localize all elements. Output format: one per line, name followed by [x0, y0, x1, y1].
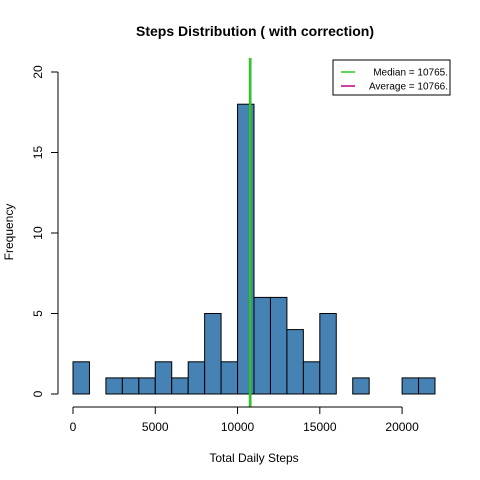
histogram-bar [353, 378, 369, 394]
histogram-bar [287, 330, 303, 394]
y-tick-label: 20 [31, 65, 45, 79]
histogram-bar [122, 378, 138, 394]
x-tick-label: 15000 [303, 420, 337, 434]
histogram-bar [139, 378, 155, 394]
legend-label: Average = 10766. [369, 82, 448, 93]
y-tick-label: 5 [31, 310, 45, 317]
histogram-bar [172, 378, 188, 394]
legend-label: Median = 10765. [373, 68, 448, 79]
histogram-bar [73, 362, 89, 394]
x-tick-label: 10000 [221, 420, 255, 434]
x-axis: 0 5000 10000 15000 20000 [70, 407, 419, 434]
x-tick-label: 5000 [142, 420, 169, 434]
y-tick-label: 0 [31, 390, 45, 397]
histogram-bar [155, 362, 171, 394]
y-tick-label: 10 [31, 226, 45, 240]
x-tick-label: 20000 [385, 420, 419, 434]
y-axis-label: Frequency [2, 204, 16, 261]
x-axis-label: Total Daily Steps [209, 451, 298, 465]
histogram-bar [221, 362, 237, 394]
legend: Median = 10765. Average = 10766. [333, 60, 450, 95]
histogram-bar [402, 378, 418, 394]
histogram-bar [106, 378, 122, 394]
histogram-bar [205, 314, 221, 395]
x-tick-label: 0 [70, 420, 77, 434]
histogram-bar [188, 362, 204, 394]
histogram-bar [320, 314, 336, 395]
histogram-bar [238, 104, 254, 394]
bars-group [73, 104, 435, 394]
histogram-bar [254, 297, 270, 394]
y-tick-label: 15 [31, 146, 45, 160]
histogram-bar [270, 297, 286, 394]
y-axis: 0 5 10 15 20 [31, 65, 58, 397]
histogram-bar [303, 362, 319, 394]
chart-title: Steps Distribution ( with correction) [136, 23, 374, 39]
histogram-bar [419, 378, 435, 394]
